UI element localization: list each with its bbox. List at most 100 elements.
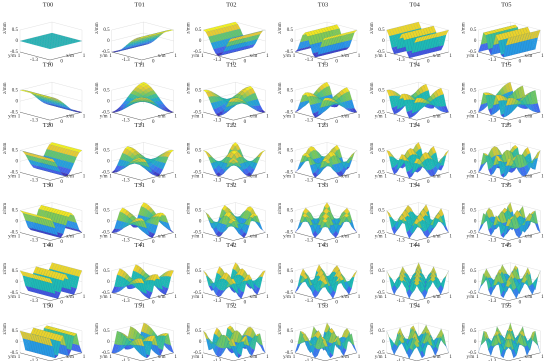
z-tick-label: 0 (16, 280, 19, 285)
x-tick-label: 1 (83, 54, 86, 59)
x-tick-label: 1 (174, 235, 177, 240)
z-axis-label: z/mm (95, 203, 100, 214)
y-tick-label: -1.3 (488, 299, 496, 304)
y-axis-label: y/m (375, 54, 383, 59)
panel-title: T20 (43, 122, 53, 129)
x-tick-label: 0 (152, 240, 155, 245)
grid-line (112, 203, 144, 211)
x-tick-label: 1 (266, 114, 269, 119)
panel: T120.50-0.5z/mm1-1.3-1y/m01x/m (186, 62, 269, 128)
y-tick-label: -1.3 (305, 299, 313, 304)
y-tick-label: -1.3 (213, 58, 221, 63)
y-tick-label: -1.3 (213, 118, 221, 123)
x-tick-label: 1 (358, 235, 361, 240)
x-axis-label: x/m (158, 114, 166, 119)
x-axis-label: x/m (249, 114, 257, 119)
y-tick-label: -1.3 (30, 178, 38, 183)
y-axis-label: y/m (466, 54, 474, 59)
x-tick-label: 1 (266, 235, 269, 240)
z-tick-label: 0.5 (12, 209, 19, 214)
surface-patch (478, 164, 483, 173)
y-tick-label: 1 (109, 114, 112, 119)
panel: T230.50-0.5z/mm1-1.3-1y/m01x/m (278, 122, 361, 188)
panel-title: T12 (226, 62, 236, 69)
y-tick-label: 1 (293, 54, 296, 59)
x-tick-label: 1 (358, 54, 361, 59)
z-axis-label: z/mm (278, 143, 283, 154)
panel-title: T34 (409, 182, 420, 189)
grid-line (144, 142, 174, 150)
x-axis-label: x/m (66, 295, 74, 300)
z-tick-label: 0 (16, 220, 19, 225)
x-tick-label: 0 (519, 300, 522, 305)
y-axis-label: y/m (283, 295, 291, 300)
x-tick-label: 1 (449, 235, 452, 240)
z-axis-label: z/mm (461, 263, 466, 274)
y-axis-label: y/m (100, 295, 108, 300)
grid-line (387, 203, 419, 211)
y-tick-label: 1 (109, 295, 112, 300)
x-axis-label: x/m (433, 114, 441, 119)
y-axis-label: y/m (466, 174, 474, 179)
y-tick-label: 1 (201, 235, 204, 240)
y-tick-label: -1.3 (122, 118, 130, 123)
y-tick-label: 1 (109, 174, 112, 179)
x-axis-label: x/m (249, 54, 257, 59)
x-tick-label: 0 (427, 180, 430, 185)
y-axis-label: y/m (100, 114, 108, 119)
x-tick-label: 1 (541, 54, 544, 59)
grid-line (510, 203, 540, 211)
z-tick-label: 0 (16, 39, 19, 44)
z-axis-label: z/mm (95, 263, 100, 274)
panel: T340.50-0.5z/mm1-1.3-1y/m01x/m (370, 182, 453, 248)
y-axis-label: y/m (191, 54, 199, 59)
x-tick-label: 0 (519, 120, 522, 125)
y-tick-label: 1 (18, 235, 21, 240)
x-tick-label: 0 (519, 240, 522, 245)
x-axis-label: x/m (433, 54, 441, 59)
z-tick-label: 0 (199, 39, 202, 44)
z-tick-label: 0 (291, 280, 294, 285)
y-tick-label: 1 (18, 295, 21, 300)
z-tick-label: 0 (107, 39, 110, 44)
surface-patch (260, 271, 265, 277)
z-tick-label: 0.5 (378, 28, 385, 33)
panel-title: T10 (43, 62, 53, 69)
x-tick-label: 1 (449, 114, 452, 119)
panel-title: T14 (409, 62, 420, 69)
z-tick-label: 0.5 (195, 28, 202, 33)
z-axis-label: z/mm (186, 203, 191, 214)
x-tick-label: 1 (358, 174, 361, 179)
x-tick-label: 1 (449, 295, 452, 300)
grid-line (203, 203, 235, 211)
panel-title: T00 (43, 1, 53, 8)
x-tick-label: 1 (358, 114, 361, 119)
z-tick-label: 0 (382, 280, 385, 285)
y-axis-label: y/m (100, 235, 108, 240)
panel-title: T15 (501, 62, 511, 69)
surface-patch (295, 168, 300, 172)
x-axis-label: x/m (158, 295, 166, 300)
surface-patch (387, 271, 392, 279)
y-tick-label: 1 (293, 174, 296, 179)
panel: T500.50-0.5z/mm1-1.3-1y/m01x/m (3, 302, 86, 361)
z-axis-label: z/mm (461, 22, 466, 33)
panel-title: T24 (409, 122, 420, 129)
z-axis-label: z/mm (461, 143, 466, 154)
z-axis-label: z/mm (95, 143, 100, 154)
y-tick-label: -1.3 (213, 239, 221, 244)
z-tick-label: 0.5 (103, 28, 110, 33)
z-tick-label: 0.5 (12, 148, 19, 153)
panel: T130.50-0.5z/mm1-1.3-1y/m01x/m (278, 62, 361, 128)
panel: T030.50-0.5z/mm1-1.3-1y/m01x/m (278, 1, 361, 67)
x-tick-label: 0 (152, 120, 155, 125)
x-tick-label: 1 (266, 295, 269, 300)
panel: T040.50-0.5z/mm1-1.3-1y/m01x/m (370, 1, 453, 67)
z-tick-label: 0 (291, 39, 294, 44)
z-tick-label: 0.5 (195, 88, 202, 93)
x-axis-label: x/m (341, 295, 349, 300)
x-axis-label: x/m (433, 235, 441, 240)
y-tick-label: 1 (109, 54, 112, 59)
z-tick-label: 0.5 (470, 269, 477, 274)
